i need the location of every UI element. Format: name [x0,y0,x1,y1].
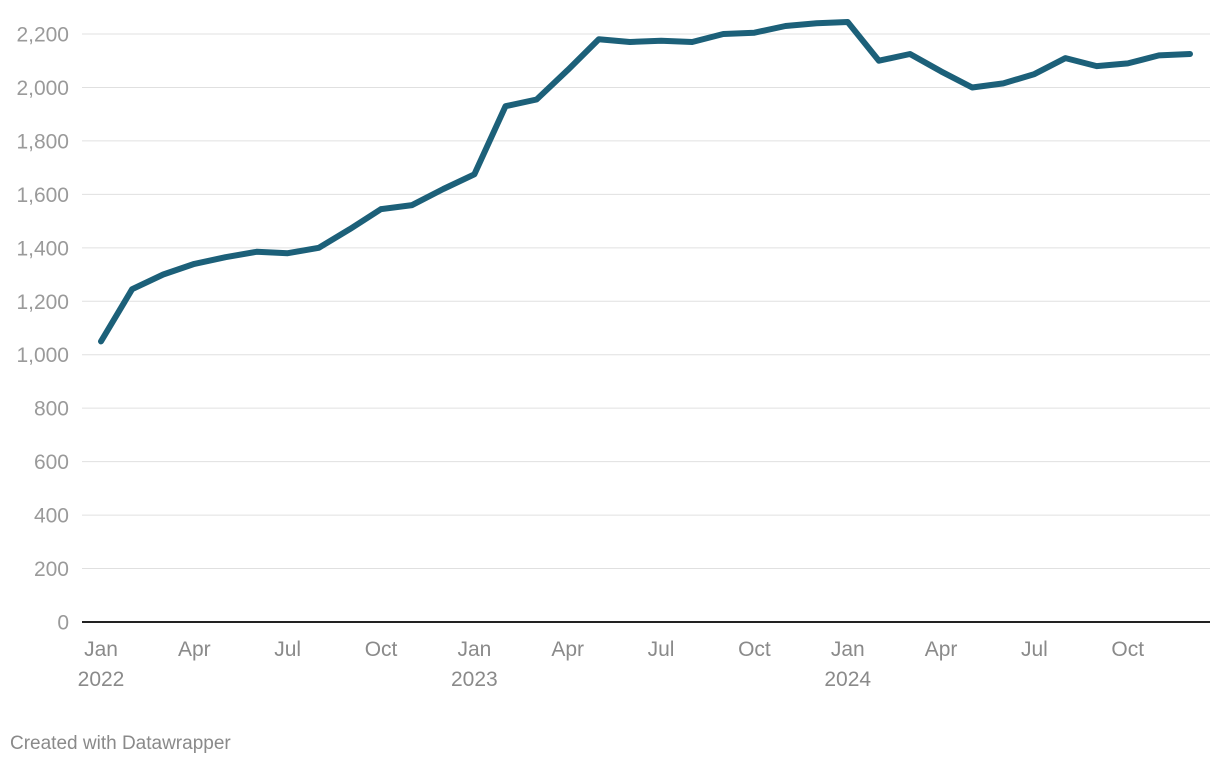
y-tick-label: 1,200 [16,291,69,314]
series-line [98,19,1193,345]
y-tick-label: 1,600 [16,184,69,207]
x-tick-year-label: 2022 [78,668,125,691]
x-axis: Jan 2022 Apr Jul Oct Jan 2023 Apr Jul Oct Jan 2024 A… [78,621,1210,691]
x-tick-year-label: 2023 [451,668,498,691]
x-tick-year-label: 2024 [824,668,871,691]
y-tick-label: 600 [34,451,69,474]
y-tick-label: 2,200 [16,24,69,47]
x-tick-label: Jul [1021,638,1048,661]
x-tick-label: Jan [457,638,491,661]
line-chart: 0 200 400 600 800 1,000 1,200 1,400 1,600 1,800 2,… [16,19,1210,691]
x-tick-label: Oct [1111,638,1144,661]
y-tick-label: 200 [34,558,69,581]
x-tick-label: Jan [831,638,865,661]
y-tick-label: 800 [34,398,69,421]
x-tick-label: Oct [365,638,398,661]
x-tick-label: Apr [925,638,958,661]
y-tick-label: 2,000 [16,77,69,100]
x-tick-label: Oct [738,638,771,661]
series-group [98,19,1193,345]
x-tick-label: Jan [84,638,118,661]
y-axis: 0 200 400 600 800 1,000 1,200 1,400 1,600 1,800 2,… [16,24,69,635]
y-tick-label: 400 [34,505,69,528]
gridlines [82,33,1210,570]
y-tick-label: 0 [57,612,69,635]
y-tick-label: 1,400 [16,237,69,260]
x-tick-label: Jul [274,638,301,661]
x-tick-label: Jul [648,638,675,661]
y-tick-label: 1,800 [16,130,69,153]
credit-text: Created with Datawrapper [10,733,231,754]
x-tick-label: Apr [551,638,584,661]
y-tick-label: 1,000 [16,344,69,367]
x-tick-label: Apr [178,638,211,661]
